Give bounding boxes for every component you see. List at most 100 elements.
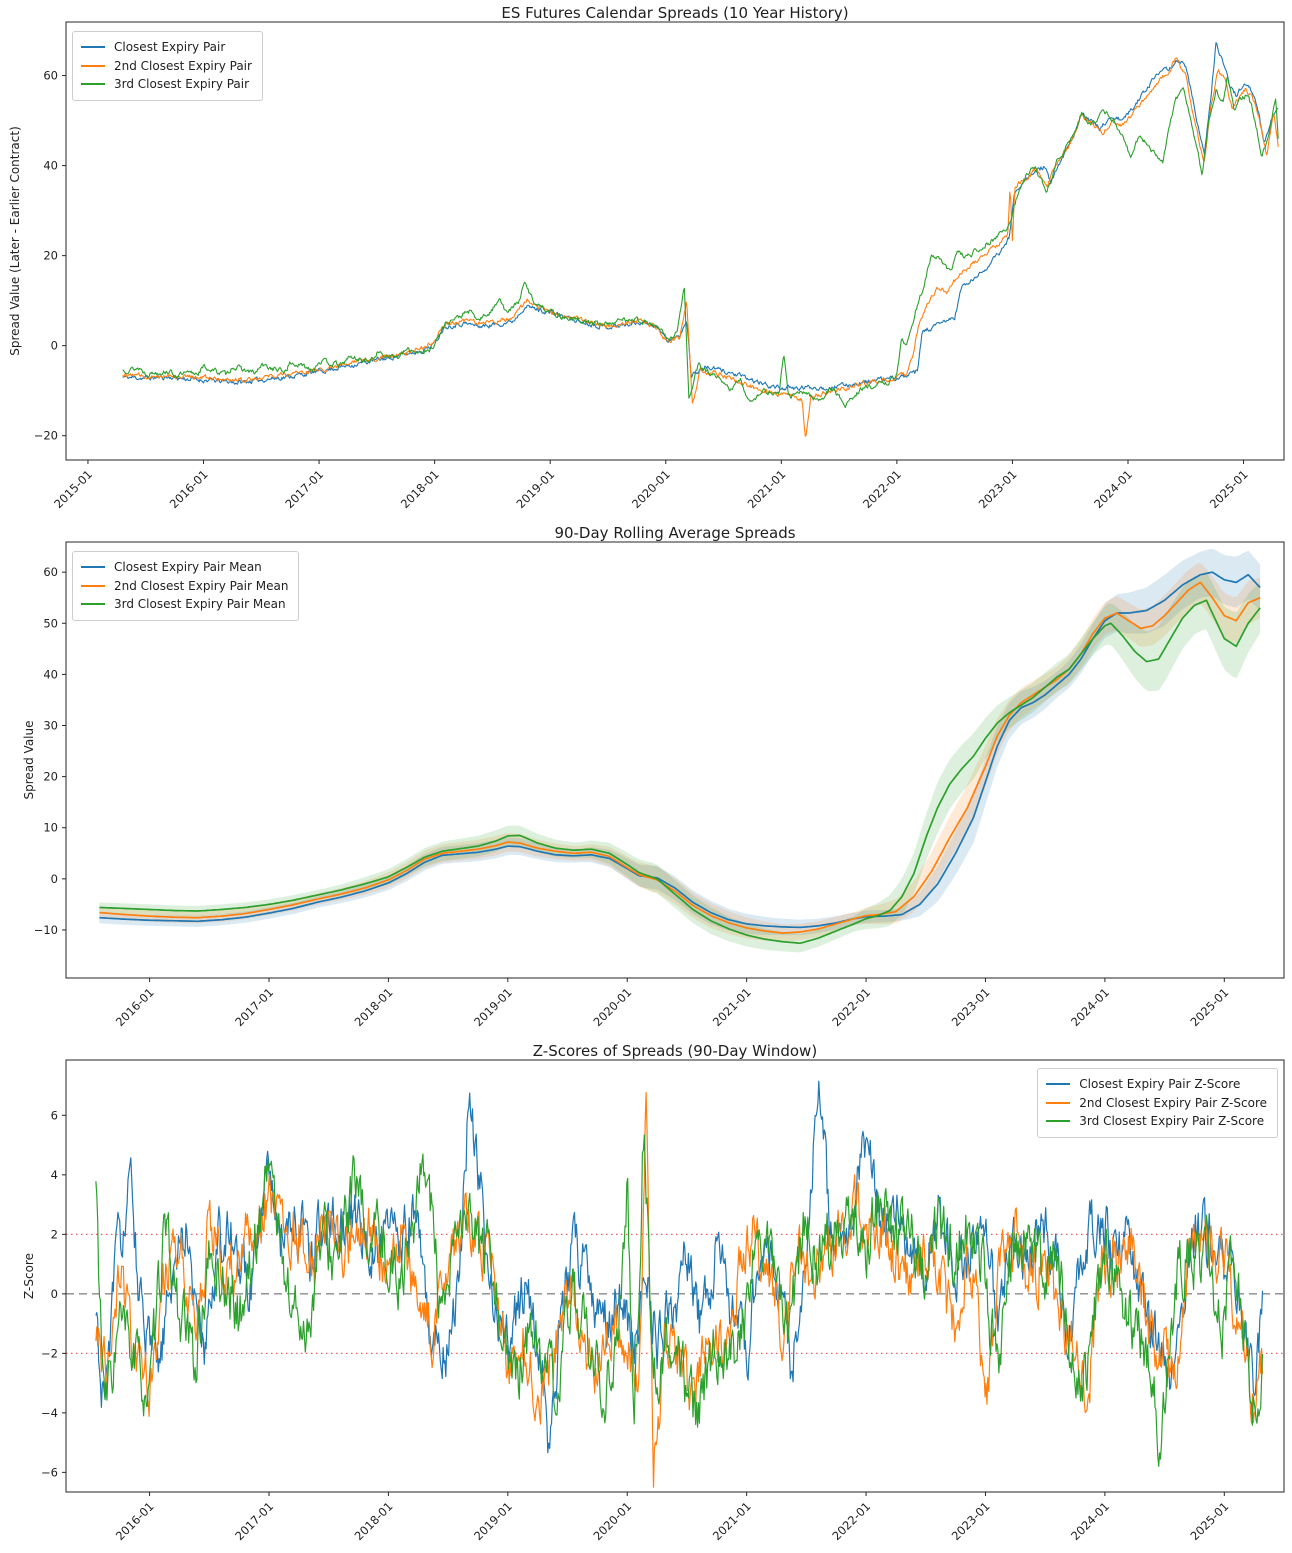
- x-tick-label: 2022-01: [860, 467, 904, 511]
- chart-1-legend: Closest Expiry Pair 2nd Closest Expiry Pa…: [72, 31, 263, 101]
- x-tick-label: 2020-01: [629, 467, 673, 511]
- y-tick-label: 60: [43, 69, 58, 83]
- y-tick-label: −20: [34, 429, 58, 443]
- plot-area: [66, 1080, 1284, 1488]
- legend-label: 3rd Closest Expiry Pair: [114, 77, 250, 92]
- x-tick-label: 2019-01: [471, 985, 515, 1029]
- legend-item: 2nd Closest Expiry Pair Mean: [81, 577, 288, 596]
- x-tick-label: 2024-01: [1091, 467, 1135, 511]
- y-tick-label: 20: [43, 249, 58, 263]
- x-tick-label: 2025-01: [1207, 467, 1251, 511]
- axes-frame: [65, 1059, 1285, 1493]
- legend-label: 2nd Closest Expiry Pair Mean: [114, 578, 289, 593]
- y-tick-label: 40: [43, 159, 58, 173]
- axes-frame: [65, 21, 1285, 461]
- chart-3-title: Z-Scores of Spreads (90-Day Window): [532, 1042, 818, 1060]
- y-tick-label: −10: [34, 923, 58, 937]
- legend-label: 3rd Closest Expiry Pair Z-Score: [1079, 1114, 1265, 1129]
- y-tick-label: 10: [43, 821, 58, 835]
- legend-label: 2nd Closest Expiry Pair: [114, 58, 252, 73]
- legend-item: 2nd Closest Expiry Pair: [81, 57, 252, 76]
- y-tick-label: 2: [51, 1227, 58, 1241]
- x-tick-label: 2016-01: [113, 1499, 157, 1543]
- y-tick-label: −6: [41, 1465, 58, 1479]
- x-tick-label: 2020-01: [590, 985, 634, 1029]
- y-tick-label: −4: [41, 1406, 58, 1420]
- series-2nd-closest-expiry-pair: [122, 57, 1279, 437]
- legend-label: Closest Expiry Pair Z-Score: [1079, 1077, 1241, 1091]
- legend-line-swatch: [81, 83, 105, 86]
- x-tick-label: 2021-01: [710, 985, 754, 1029]
- legend-line-swatch: [81, 64, 105, 67]
- chart-2-legend: Closest Expiry Pair Mean 2nd Closest Expi…: [72, 551, 300, 621]
- legend-line-swatch: [81, 584, 105, 587]
- legend-line-swatch: [1046, 1101, 1071, 1104]
- x-tick-label: 2020-01: [590, 1499, 634, 1543]
- legend-item: Closest Expiry Pair Mean: [81, 558, 288, 577]
- legend-item: 3rd Closest Expiry Pair Mean: [81, 595, 288, 614]
- x-tick-label: 2022-01: [829, 985, 873, 1029]
- x-tick-label: 2017-01: [282, 467, 326, 511]
- x-tick-label: 2016-01: [113, 985, 157, 1029]
- y-tick-label: 60: [43, 565, 58, 579]
- x-tick-label: 2022-01: [829, 1499, 873, 1543]
- legend-item: Closest Expiry Pair: [81, 38, 252, 57]
- y-tick-label: 0: [51, 872, 58, 886]
- legend-label: Closest Expiry Pair Mean: [114, 560, 262, 574]
- x-tick-label: 2021-01: [745, 467, 789, 511]
- y-tick-label: 40: [43, 667, 58, 681]
- x-tick-label: 2024-01: [1068, 985, 1112, 1029]
- y-tick-label: 4: [51, 1168, 58, 1182]
- y-tick-label: 6: [51, 1108, 58, 1122]
- x-tick-label: 2018-01: [352, 1499, 396, 1543]
- chart-1-title: ES Futures Calendar Spreads (10 Year His…: [501, 4, 849, 22]
- chart-2-title: 90-Day Rolling Average Spreads: [554, 524, 796, 542]
- series-3rd-closest-expiry-pair-z-score: [95, 1134, 1264, 1467]
- x-tick-label: 2025-01: [1188, 985, 1232, 1029]
- x-tick-label: 2015-01: [51, 467, 95, 511]
- y-tick-label: 50: [43, 616, 58, 630]
- axes-frame: [65, 541, 1285, 979]
- chart-1-ylabel: Spread Value (Later - Earlier Contract): [8, 126, 22, 356]
- band-3rd-closest-expiry-pair-mean: [99, 571, 1261, 953]
- chart-2-ylabel: Spread Value: [22, 720, 36, 800]
- legend-item: Closest Expiry Pair Z-Score: [1046, 1075, 1267, 1094]
- series-closest-expiry-pair-mean: [99, 571, 1261, 929]
- legend-line-swatch: [81, 603, 105, 606]
- y-tick-label: 0: [51, 339, 58, 353]
- x-tick-label: 2018-01: [398, 467, 442, 511]
- legend-line-swatch: [81, 46, 105, 49]
- legend-item: 3rd Closest Expiry Pair: [81, 75, 252, 94]
- x-tick-label: 2017-01: [232, 1499, 276, 1543]
- legend-label: 3rd Closest Expiry Pair Mean: [114, 597, 286, 612]
- series-closest-expiry-pair: [122, 42, 1279, 392]
- x-tick-label: 2023-01: [976, 467, 1020, 511]
- chart-3-legend: Closest Expiry Pair Z-Score 2nd Closest E…: [1037, 1068, 1278, 1138]
- x-tick-label: 2023-01: [949, 985, 993, 1029]
- legend-label: 2nd Closest Expiry Pair Z-Score: [1079, 1095, 1267, 1110]
- y-tick-label: 0: [51, 1287, 58, 1301]
- legend-line-swatch: [1046, 1083, 1071, 1086]
- legend-line-swatch: [1046, 1120, 1071, 1123]
- x-tick-label: 2017-01: [232, 985, 276, 1029]
- series-3rd-closest-expiry-pair: [122, 76, 1279, 409]
- y-tick-label: −2: [41, 1346, 58, 1360]
- series-closest-expiry-pair-z-score: [95, 1080, 1264, 1454]
- legend-item: 2nd Closest Expiry Pair Z-Score: [1046, 1094, 1267, 1113]
- legend-item: 3rd Closest Expiry Pair Z-Score: [1046, 1112, 1267, 1131]
- x-tick-label: 2019-01: [471, 1499, 515, 1543]
- x-tick-label: 2025-01: [1188, 1499, 1232, 1543]
- x-tick-label: 2019-01: [513, 467, 557, 511]
- band-closest-expiry-pair-mean: [99, 549, 1261, 936]
- x-tick-label: 2021-01: [710, 1499, 754, 1543]
- y-tick-label: 30: [43, 718, 58, 732]
- x-tick-label: 2018-01: [352, 985, 396, 1029]
- legend-line-swatch: [81, 566, 105, 569]
- plot-area: [99, 549, 1261, 953]
- x-tick-label: 2024-01: [1068, 1499, 1112, 1543]
- y-tick-label: 20: [43, 770, 58, 784]
- x-tick-label: 2016-01: [167, 467, 211, 511]
- x-tick-label: 2023-01: [949, 1499, 993, 1543]
